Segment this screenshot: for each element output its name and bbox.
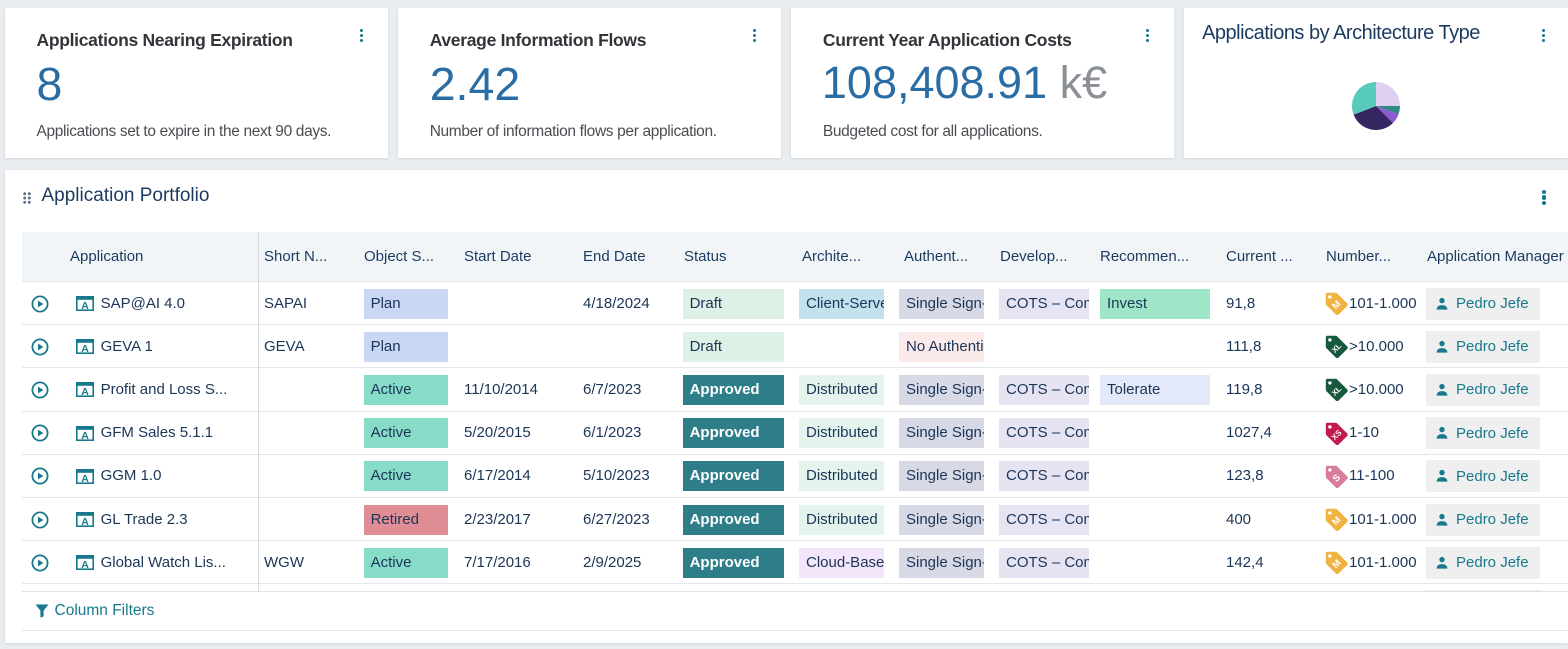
svg-text:A: A xyxy=(81,386,89,397)
svg-text:A: A xyxy=(81,559,89,570)
svg-text:A: A xyxy=(81,430,89,441)
svg-text:A: A xyxy=(81,516,89,527)
svg-text:A: A xyxy=(81,300,89,311)
svg-text:A: A xyxy=(81,473,89,484)
svg-text:A: A xyxy=(81,343,89,354)
